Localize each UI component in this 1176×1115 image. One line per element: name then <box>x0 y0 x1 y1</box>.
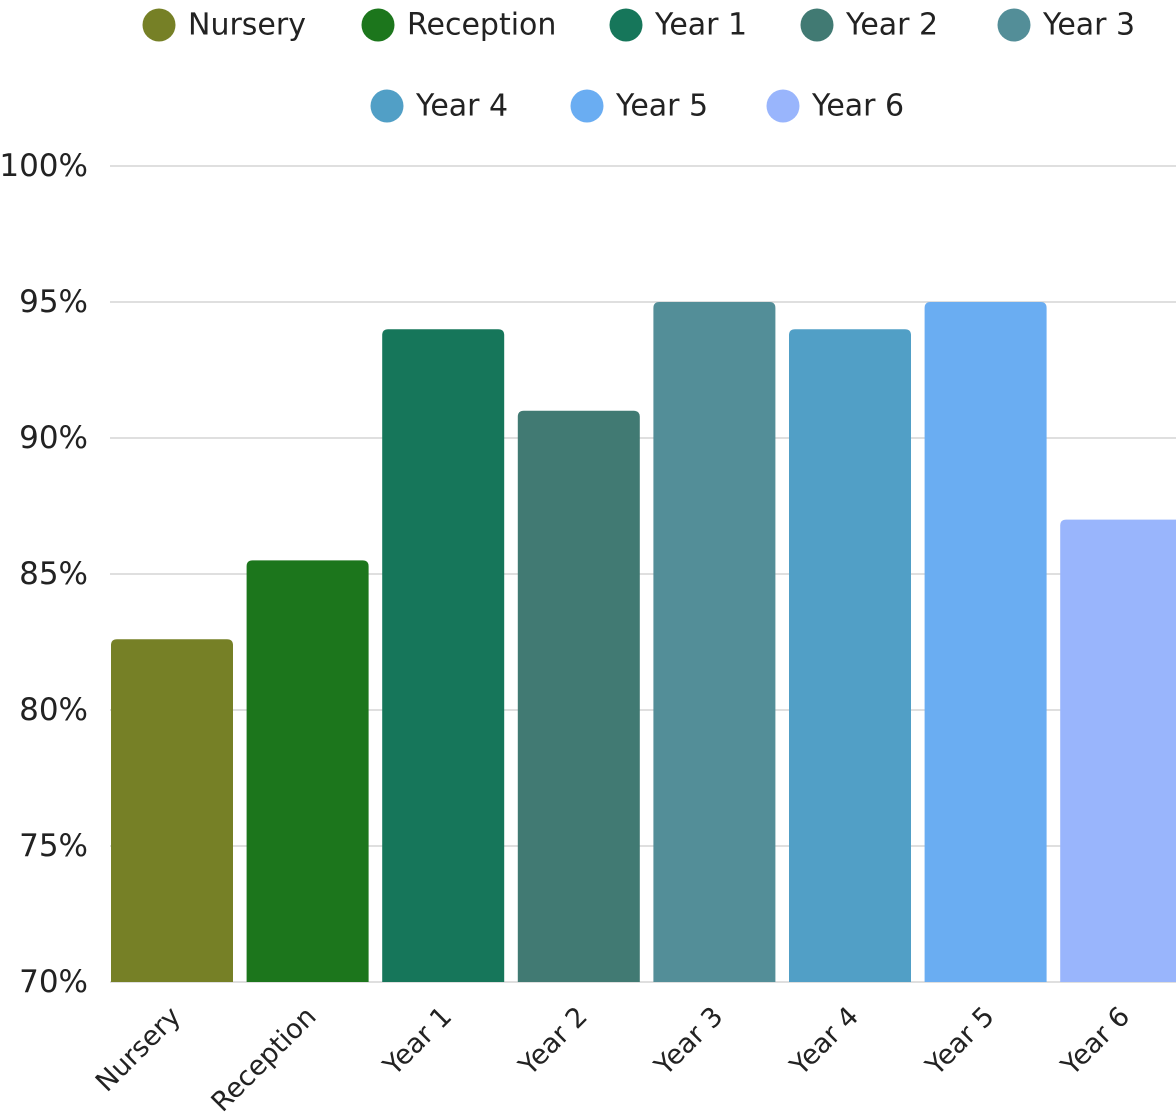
bar-year-2 <box>517 410 640 982</box>
legend-label: Year 6 <box>811 89 904 124</box>
legend-swatch <box>609 8 643 42</box>
legend-swatch <box>370 89 404 123</box>
y-axis: 100% 95% 90% 85% 80% 75% 70% <box>0 148 88 1000</box>
legend-label: Year 4 <box>415 89 508 124</box>
x-tick-label: Year 1 <box>377 1001 458 1082</box>
x-tick-label: Year 6 <box>1055 1001 1136 1082</box>
y-tick-label: 80% <box>19 692 88 728</box>
legend-label: Year 5 <box>615 89 708 124</box>
y-tick-label: 85% <box>19 556 88 592</box>
legend-item-year-2: Year 2 <box>800 8 938 43</box>
y-tick-label: 100% <box>0 148 88 184</box>
bar-year-5 <box>924 302 1047 982</box>
legend-swatch <box>142 8 176 42</box>
y-tick-label: 90% <box>19 420 88 456</box>
y-tick-label: 75% <box>19 828 88 864</box>
legend: Nursery Reception Year 1 Year 2 Year 3 Year 4… <box>142 8 1135 124</box>
x-tick-label: Nursery <box>90 1001 187 1098</box>
bar-year-6 <box>1060 519 1176 982</box>
x-tick-label: Year 2 <box>512 1001 593 1082</box>
legend-swatch <box>570 89 604 123</box>
bar-reception <box>246 560 369 982</box>
legend-item-year-3: Year 3 <box>997 8 1135 43</box>
legend-swatch <box>800 8 834 42</box>
legend-item-year-4: Year 4 <box>370 89 508 124</box>
legend-label: Year 2 <box>845 8 938 43</box>
x-tick-label: Reception <box>206 1001 323 1115</box>
bars <box>111 302 1176 982</box>
x-axis: Nursery Reception Year 1 Year 2 Year 3 Year 4… <box>90 1001 1136 1115</box>
y-tick-label: 95% <box>19 284 88 320</box>
legend-label: Nursery <box>188 8 306 43</box>
legend-swatch <box>766 89 800 123</box>
legend-label: Year 1 <box>654 8 747 43</box>
x-tick-label: Year 4 <box>784 1001 865 1082</box>
bar-year-4 <box>789 329 911 982</box>
legend-label: Year 3 <box>1042 8 1135 43</box>
legend-item-reception: Reception <box>361 8 556 43</box>
legend-label: Reception <box>407 8 556 43</box>
legend-item-year-6: Year 6 <box>766 89 904 124</box>
legend-item-year-5: Year 5 <box>570 89 708 124</box>
legend-swatch <box>997 8 1031 42</box>
legend-item-year-1: Year 1 <box>609 8 747 43</box>
bar-year-3 <box>653 302 776 982</box>
bar-year-1 <box>382 329 505 982</box>
legend-swatch <box>361 8 395 42</box>
x-tick-label: Year 5 <box>919 1001 1000 1082</box>
bar-nursery <box>111 639 233 982</box>
y-tick-label: 70% <box>19 964 88 1000</box>
legend-item-nursery: Nursery <box>142 8 306 43</box>
x-tick-label: Year 3 <box>648 1001 729 1082</box>
